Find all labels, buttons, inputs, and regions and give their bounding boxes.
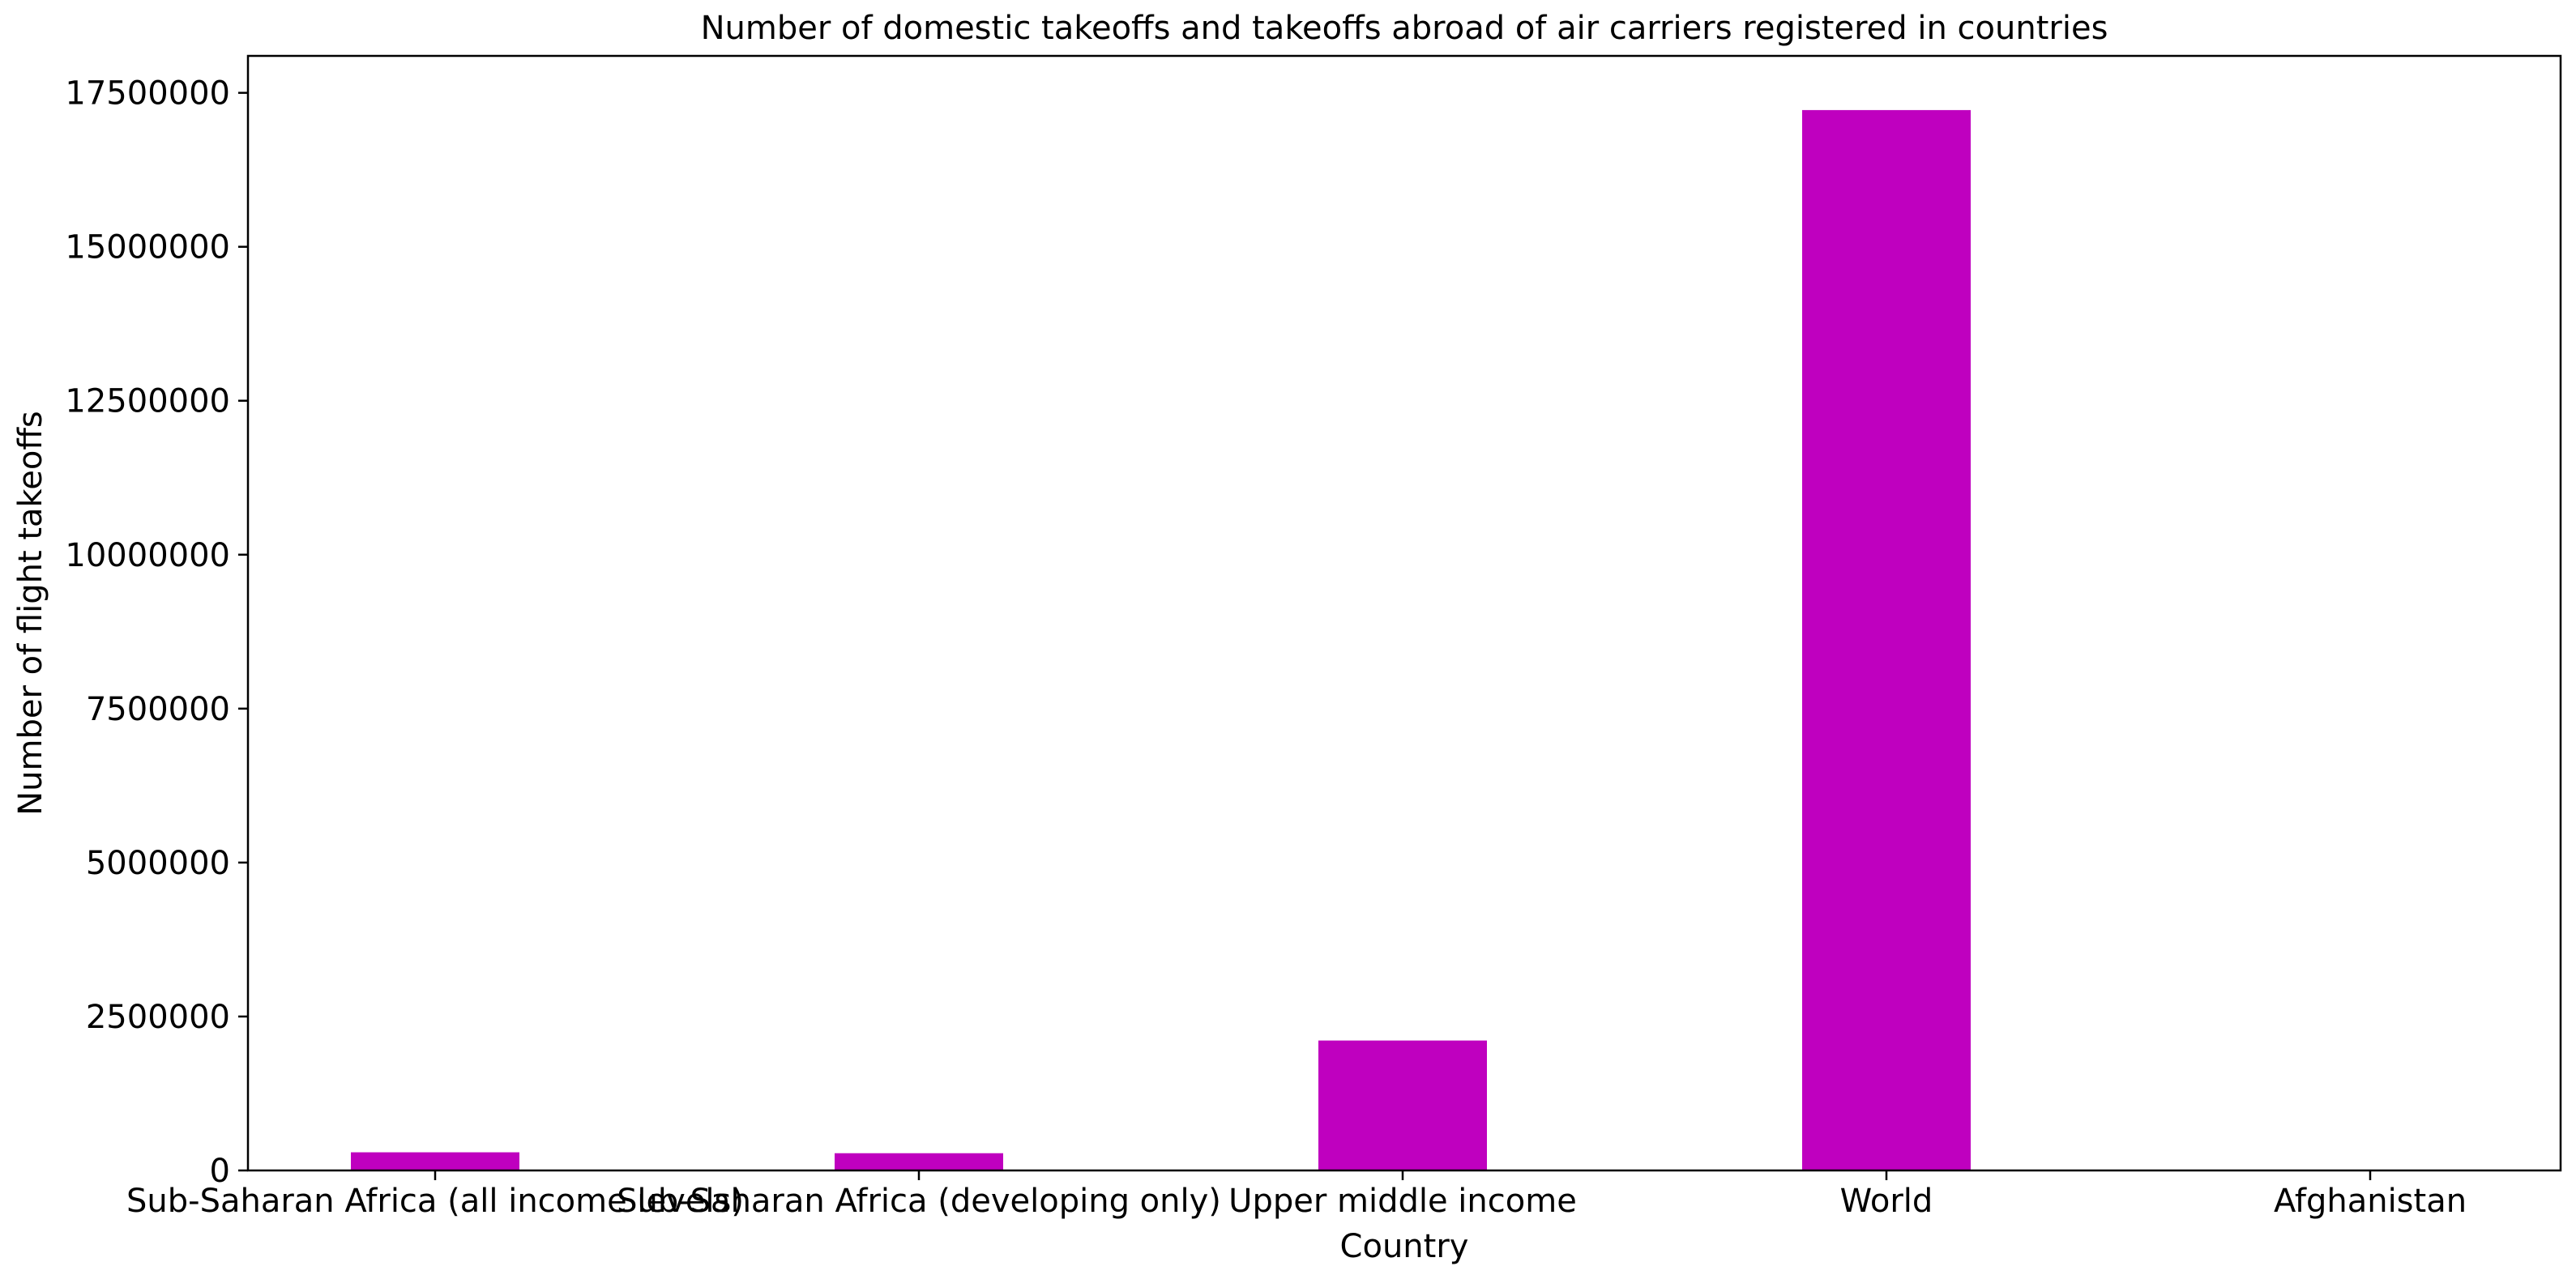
x-tick-label: Afghanistan [2274, 1183, 2467, 1220]
plot-frame [246, 54, 2562, 1172]
bar [835, 1153, 1003, 1170]
y-axis: 0 2500000 5000000 7500000 10000000 12500000 15… [65, 75, 248, 1190]
plot-area [351, 109, 1971, 1171]
y-axis-label: Number of flight takeoffs [12, 411, 49, 816]
y-tick-label: 12500000 [65, 383, 230, 420]
x-axis: Sub-Saharan Africa (all income levels)Su… [126, 1170, 2467, 1220]
x-tick-label: Sub-Saharan Africa (all income levels) [126, 1183, 744, 1220]
y-tick-label: 15000000 [65, 229, 230, 266]
chart-title: Number of domestic takeoffs and takeoffs… [701, 10, 2108, 47]
x-axis-label: Country [1340, 1228, 1469, 1265]
bar [1318, 1040, 1487, 1170]
x-tick-label: World [1840, 1183, 1933, 1220]
y-tick-label: 7500000 [86, 691, 230, 728]
y-tick-label: 2500000 [86, 999, 230, 1036]
x-tick-label: Sub-Saharan Africa (developing only) [617, 1183, 1221, 1220]
y-tick-label: 5000000 [86, 845, 230, 882]
bar [351, 1152, 519, 1170]
y-tick-label: 10000000 [65, 537, 230, 574]
bar [1802, 109, 1971, 1171]
y-tick-label: 17500000 [65, 75, 230, 113]
x-tick-label: Upper middle income [1228, 1183, 1577, 1220]
y-tick-label: 0 [210, 1153, 230, 1190]
